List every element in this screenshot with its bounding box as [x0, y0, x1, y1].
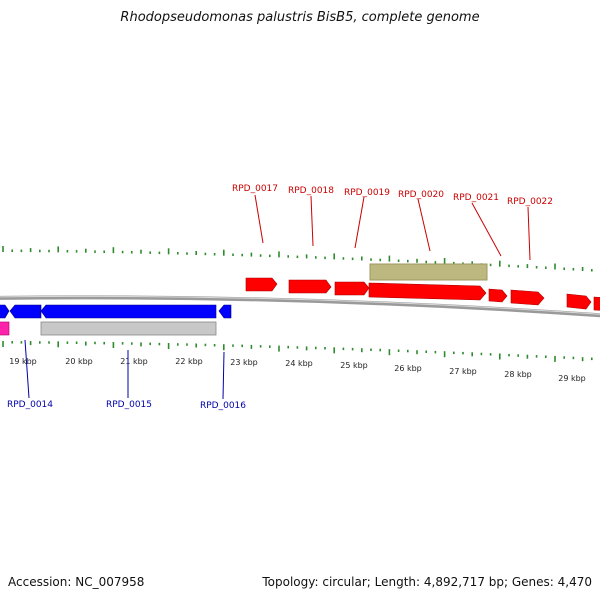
scale-tick-label: 20 kbp [65, 357, 93, 366]
gene-arrow[interactable] [593, 296, 600, 311]
gene-arrow[interactable] [40, 304, 217, 319]
gene-arrow[interactable] [9, 304, 42, 319]
gene-label[interactable]: RPD_0020 [398, 190, 444, 200]
gene-arrow[interactable] [0, 304, 10, 319]
scale-tick-label: 24 kbp [285, 359, 313, 368]
scale-tick-label: 25 kbp [340, 361, 368, 370]
leader-line [471, 202, 502, 257]
scale-tick-label: 26 kbp [394, 364, 422, 373]
scale-axis: 19 kbp 20 kbp 21 kbp 22 kbp 23 kbp 24 kb… [9, 357, 586, 383]
gene-arrow[interactable] [334, 281, 370, 296]
scale-tick-label: 22 kbp [175, 357, 203, 366]
forward-strand-track [245, 263, 600, 311]
scale-tick-label: 28 kbp [504, 370, 532, 379]
leader-line [527, 206, 531, 261]
gene-arrow[interactable] [488, 288, 508, 303]
grey-feature [40, 321, 217, 336]
scale-tick-label: 23 kbp [230, 358, 258, 367]
leader-line [254, 194, 264, 244]
reverse-strand-track [0, 304, 232, 336]
scale-tick-label: 29 kbp [558, 374, 586, 383]
bottom-gene-labels: RPD_0014 RPD_0015 RPD_0016 [7, 339, 246, 411]
leader-line [310, 195, 314, 247]
genome-backbone [0, 295, 600, 318]
scale-tick-label: 21 kbp [120, 357, 148, 366]
gene-label[interactable]: RPD_0019 [344, 188, 390, 198]
gc-skew-track-bottom [2, 341, 593, 362]
gene-label[interactable]: RPD_0018 [288, 186, 334, 196]
gc-skew-track-top [2, 246, 593, 272]
gene-label[interactable]: RPD_0022 [507, 197, 553, 207]
olive-feature [369, 263, 488, 281]
gene-label[interactable]: RPD_0015 [106, 400, 152, 410]
scale-tick-label: 19 kbp [9, 357, 37, 366]
gene-label[interactable]: RPD_0017 [232, 184, 278, 194]
genome-summary: Topology: circular; Length: 4,892,717 bp… [262, 575, 592, 589]
genome-backbone-highlight [0, 295, 600, 315]
map-title: Rhodopseudomonas palustris BisB5, comple… [120, 10, 480, 25]
gene-arrow[interactable] [245, 277, 278, 292]
pink-feature [0, 321, 10, 336]
leader-line [354, 196, 365, 249]
gene-arrow[interactable] [510, 289, 545, 306]
gene-label[interactable]: RPD_0014 [7, 400, 53, 410]
leader-line [222, 351, 225, 400]
accession-label: Accession: NC_007958 [8, 575, 145, 589]
leader-line [417, 198, 431, 252]
leader-line [24, 339, 30, 399]
top-gene-labels: RPD_0017 RPD_0018 RPD_0019 RPD_0020 RPD_… [232, 184, 553, 261]
gene-arrow[interactable] [218, 304, 232, 319]
gene-label[interactable]: RPD_0021 [453, 193, 499, 203]
gene-arrow[interactable] [288, 279, 332, 294]
gene-arrow[interactable] [566, 293, 592, 310]
gene-label[interactable]: RPD_0016 [200, 401, 246, 411]
gene-arrow[interactable] [368, 282, 487, 301]
scale-tick-label: 27 kbp [449, 367, 477, 376]
